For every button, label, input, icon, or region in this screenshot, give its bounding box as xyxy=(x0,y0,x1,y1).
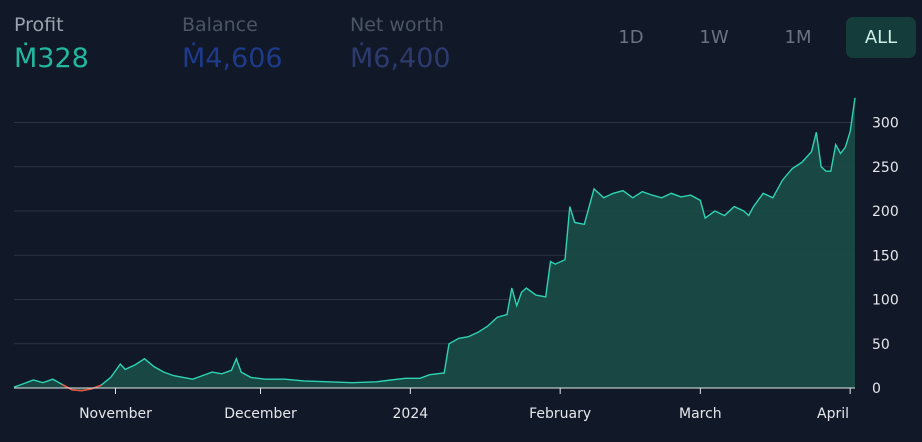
x-tick-label: February xyxy=(529,406,591,422)
profit-stat: Profit Ṁ328 xyxy=(14,14,89,76)
x-tick-label: December xyxy=(224,406,297,422)
x-tick-label: April xyxy=(817,406,849,422)
profit-value: Ṁ328 xyxy=(14,43,89,74)
y-tick-label: 50 xyxy=(872,337,890,353)
balance-label: Balance xyxy=(182,14,258,36)
range-1w-button[interactable]: 1W xyxy=(699,27,729,48)
range-1m-button[interactable]: 1M xyxy=(784,27,812,48)
net-worth-stat: Net worth Ṁ6,400 xyxy=(350,14,451,76)
y-tick-label: 200 xyxy=(872,204,899,220)
balance-stat: Balance Ṁ4,606 xyxy=(182,14,283,76)
range-1d-button[interactable]: 1D xyxy=(618,27,644,48)
y-tick-label: 300 xyxy=(872,116,899,132)
profit-label: Profit xyxy=(14,14,64,36)
x-tick-label: March xyxy=(679,406,722,422)
x-tick-label: November xyxy=(79,406,152,422)
profit-area xyxy=(14,97,855,391)
net-worth-label: Net worth xyxy=(350,14,444,36)
profit-line xyxy=(13,97,856,392)
y-tick-label: 0 xyxy=(872,381,881,397)
y-tick-label: 100 xyxy=(872,293,899,309)
x-tick-label: 2024 xyxy=(393,406,429,422)
balance-value: Ṁ4,606 xyxy=(182,43,283,74)
y-tick-label: 250 xyxy=(872,160,899,176)
net-worth-value: Ṁ6,400 xyxy=(350,43,451,74)
range-all-button[interactable]: ALL xyxy=(846,17,916,58)
y-tick-label: 150 xyxy=(872,248,899,264)
